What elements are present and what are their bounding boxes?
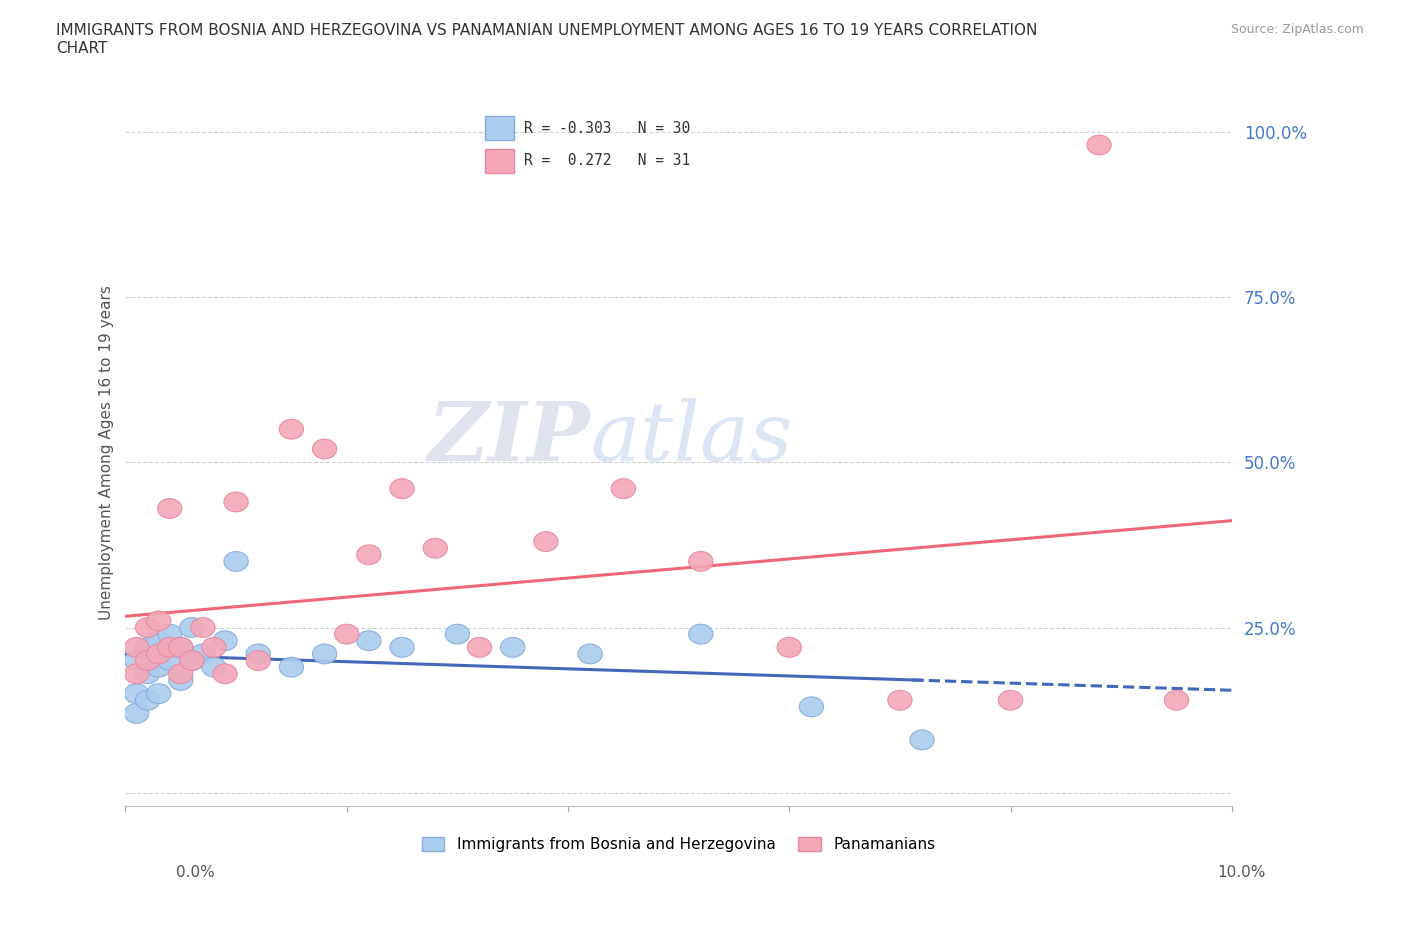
Y-axis label: Unemployment Among Ages 16 to 19 years: Unemployment Among Ages 16 to 19 years [100, 285, 114, 619]
Ellipse shape [124, 664, 149, 684]
Ellipse shape [246, 644, 270, 664]
Ellipse shape [501, 637, 524, 658]
Ellipse shape [191, 618, 215, 637]
Ellipse shape [280, 658, 304, 677]
Ellipse shape [124, 637, 149, 658]
Ellipse shape [1087, 135, 1111, 155]
Ellipse shape [169, 664, 193, 684]
Ellipse shape [998, 690, 1022, 711]
Ellipse shape [1164, 690, 1188, 711]
Ellipse shape [124, 651, 149, 671]
Ellipse shape [124, 703, 149, 724]
Ellipse shape [146, 631, 172, 651]
Ellipse shape [246, 651, 270, 671]
Ellipse shape [910, 730, 934, 750]
Ellipse shape [799, 697, 824, 717]
Ellipse shape [135, 618, 160, 637]
Ellipse shape [389, 479, 415, 498]
Text: atlas: atlas [591, 398, 793, 478]
Ellipse shape [357, 631, 381, 651]
Ellipse shape [689, 624, 713, 644]
Ellipse shape [202, 637, 226, 658]
Text: 0.0%: 0.0% [176, 865, 215, 880]
Ellipse shape [191, 644, 215, 664]
Ellipse shape [169, 637, 193, 658]
Ellipse shape [135, 651, 160, 671]
Ellipse shape [389, 637, 415, 658]
Ellipse shape [423, 538, 447, 558]
Text: ZIP: ZIP [427, 398, 591, 478]
Ellipse shape [180, 651, 204, 671]
Ellipse shape [312, 439, 337, 458]
Ellipse shape [212, 631, 238, 651]
Ellipse shape [887, 690, 912, 711]
Text: 10.0%: 10.0% [1218, 865, 1265, 880]
Ellipse shape [157, 624, 181, 644]
Ellipse shape [224, 551, 249, 571]
Ellipse shape [135, 637, 160, 658]
Ellipse shape [146, 611, 172, 631]
Ellipse shape [578, 644, 602, 664]
Ellipse shape [180, 651, 204, 671]
Text: Source: ZipAtlas.com: Source: ZipAtlas.com [1230, 23, 1364, 36]
Ellipse shape [335, 624, 359, 644]
Ellipse shape [135, 690, 160, 711]
Ellipse shape [446, 624, 470, 644]
Ellipse shape [180, 618, 204, 637]
Ellipse shape [312, 644, 337, 664]
Ellipse shape [169, 637, 193, 658]
Ellipse shape [778, 637, 801, 658]
Ellipse shape [689, 551, 713, 571]
Text: IMMIGRANTS FROM BOSNIA AND HERZEGOVINA VS PANAMANIAN UNEMPLOYMENT AMONG AGES 16 : IMMIGRANTS FROM BOSNIA AND HERZEGOVINA V… [56, 23, 1038, 56]
Ellipse shape [534, 532, 558, 551]
Ellipse shape [169, 671, 193, 690]
Ellipse shape [612, 479, 636, 498]
Ellipse shape [467, 637, 492, 658]
Ellipse shape [157, 498, 181, 518]
Ellipse shape [212, 664, 238, 684]
Legend: Immigrants from Bosnia and Herzegovina, Panamanians: Immigrants from Bosnia and Herzegovina, … [415, 831, 942, 858]
Ellipse shape [357, 545, 381, 565]
Ellipse shape [280, 419, 304, 439]
Ellipse shape [146, 644, 172, 664]
Ellipse shape [146, 658, 172, 677]
Ellipse shape [135, 664, 160, 684]
Ellipse shape [157, 651, 181, 671]
Ellipse shape [146, 684, 172, 703]
Ellipse shape [157, 637, 181, 658]
Ellipse shape [224, 492, 249, 512]
Ellipse shape [202, 658, 226, 677]
Ellipse shape [124, 684, 149, 703]
